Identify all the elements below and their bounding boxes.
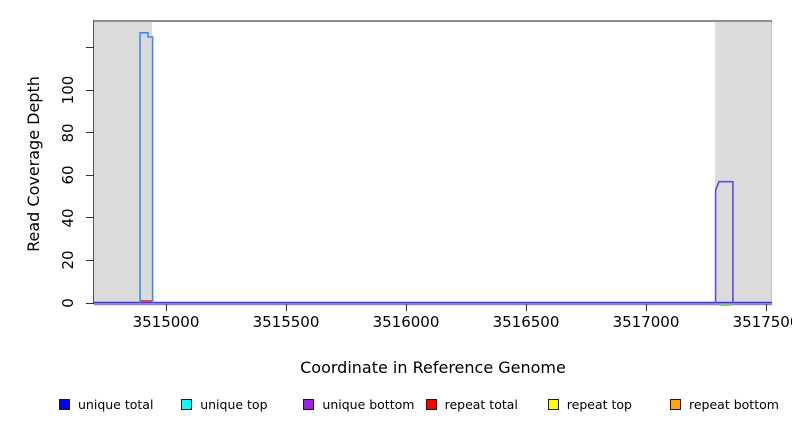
y-tick-mark [86, 89, 94, 91]
y-tick-mark [86, 259, 94, 261]
unique-top-peak-line [139, 32, 154, 303]
legend-item-repeat-top: repeat top [547, 396, 632, 412]
x-tick-label: 3515500 [252, 313, 320, 331]
legend-label: unique bottom [322, 396, 415, 412]
x-tick-label: 3515000 [132, 313, 200, 331]
y-tick-mark [86, 302, 94, 304]
legend: unique total unique top unique bottom repea… [0, 396, 792, 416]
y-tick-label: 20 [59, 250, 77, 270]
plot-area [94, 20, 772, 306]
unique-bottom-peak-line [714, 180, 734, 303]
x-tick-mark [405, 304, 407, 311]
legend-label: unique top [200, 396, 268, 412]
y-tick-label: 40 [59, 208, 77, 228]
legend-label: repeat total [444, 396, 518, 412]
y-axis-line [93, 20, 94, 304]
legend-swatch-icon [181, 398, 193, 410]
legend-label: unique total [78, 396, 154, 412]
y-axis-title: Read Coverage Depth [24, 76, 43, 252]
y-tick-label: 0 [59, 298, 77, 308]
x-tick-mark [285, 304, 287, 311]
y-tick-mark [86, 132, 94, 134]
legend-swatch-icon [670, 398, 681, 410]
x-tick-mark [165, 304, 167, 311]
legend-item-unique-top: unique top [181, 396, 268, 412]
y-tick-label: 100 [59, 75, 77, 105]
y-tick-mark [86, 217, 94, 219]
x-tick-label: 3517000 [612, 313, 680, 331]
legend-label: repeat top [566, 396, 632, 412]
legend-swatch-icon [425, 398, 437, 410]
y-tick-label: 60 [59, 165, 77, 185]
masked-region-right [715, 20, 772, 303]
x-tick-mark [525, 304, 527, 311]
legend-item-repeat-bottom: repeat bottom [670, 396, 779, 412]
legend-item-unique-total: unique total [59, 396, 153, 412]
y-tick-mark [86, 174, 94, 176]
y-tick-mark [86, 47, 94, 49]
masked-region-left [94, 20, 153, 303]
y-tick-label: 80 [59, 123, 77, 143]
legend-item-repeat-total: repeat total [425, 396, 518, 412]
x-tick-label: 3516000 [372, 313, 440, 331]
legend-swatch-icon [59, 398, 70, 410]
legend-swatch-icon [547, 398, 559, 410]
legend-swatch-icon [303, 398, 315, 410]
legend-label: repeat bottom [689, 396, 779, 412]
legend-item-unique-bottom: unique bottom [303, 396, 414, 412]
x-tick-mark [765, 304, 767, 311]
x-axis-title: Coordinate in Reference Genome [300, 358, 566, 377]
x-tick-mark [645, 304, 647, 311]
x-tick-label: 3516500 [492, 313, 560, 331]
